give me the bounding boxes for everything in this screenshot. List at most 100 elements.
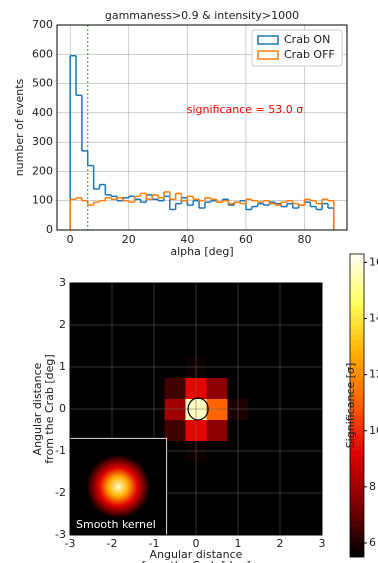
colorbar-step	[350, 253, 364, 260]
colorbar-step	[350, 374, 364, 381]
colorbar-tick-label: 10	[369, 424, 378, 437]
heat-cell	[290, 293, 312, 315]
colorbar-step	[350, 531, 364, 538]
colorbar-step	[350, 390, 364, 396]
heat-cell	[164, 503, 186, 525]
colorbar-step	[350, 284, 364, 290]
heat-cell	[290, 283, 312, 294]
legend-label: Crab ON	[284, 33, 330, 46]
colorbar-step	[350, 445, 364, 452]
x-tick-label: 0	[67, 233, 74, 246]
heat-cell	[248, 293, 270, 315]
colorbar-step	[350, 405, 364, 411]
heat-cell	[80, 419, 102, 441]
heat-cell	[206, 283, 228, 294]
annotation: significance = 53.0 σ	[187, 103, 304, 116]
y-tick-label: 1	[59, 360, 66, 373]
colorbar-step	[350, 506, 364, 512]
x-tick-label: 3	[319, 537, 326, 550]
colorbar-step	[350, 440, 364, 447]
heat-cell	[206, 293, 228, 315]
colorbar-step	[350, 344, 364, 351]
colorbar-step	[350, 496, 364, 502]
heat-cell	[70, 293, 81, 315]
colorbar-step	[350, 501, 364, 507]
inset-label: Smooth kernel	[76, 518, 156, 531]
heat-cell	[206, 461, 228, 483]
heat-cell	[122, 335, 144, 357]
legend-label: Crab OFF	[284, 48, 335, 61]
heat-cell	[80, 283, 102, 294]
heat-cell	[206, 503, 228, 525]
heat-cell	[206, 335, 228, 357]
y-tick-label: 400	[32, 106, 53, 119]
colorbar-step	[350, 258, 364, 265]
colorbar-step	[350, 359, 364, 366]
heat-cell	[248, 524, 270, 535]
colorbar-step	[350, 465, 364, 472]
colorbar-step	[350, 334, 364, 341]
colorbar-tick-label: 6	[369, 536, 376, 549]
colorbar-step	[350, 470, 364, 477]
colorbar-step	[350, 278, 364, 285]
heat-cell	[70, 377, 81, 399]
heat-cell	[311, 419, 322, 441]
colorbar-step	[350, 324, 364, 331]
colorbar-step	[350, 425, 364, 432]
colorbar-frame	[349, 253, 365, 558]
colorbar-step	[350, 385, 364, 391]
y-tick-label: -1	[55, 444, 66, 457]
colorbar-step	[350, 273, 364, 280]
legend-swatch	[257, 50, 279, 60]
colorbar-step	[350, 521, 364, 527]
colorbar-label: Significance [σ]	[344, 363, 357, 449]
heat-cell	[164, 419, 186, 441]
colorbar-step	[350, 450, 364, 457]
contour	[187, 397, 209, 421]
colorbar-step	[350, 349, 364, 356]
heat-cell	[290, 335, 312, 357]
x-tick-label: 20	[122, 233, 136, 246]
x-tick-label: 1	[235, 537, 242, 550]
x-tick-label: 40	[180, 233, 194, 246]
colorbar-step	[350, 455, 364, 462]
colorbar-step	[350, 369, 364, 376]
heat-cell	[311, 461, 322, 483]
colorbar-step	[350, 546, 364, 553]
colorbar-step	[350, 268, 364, 275]
frame	[56, 24, 348, 231]
y-axis-label: Angular distance	[31, 362, 44, 455]
heat-cell	[80, 377, 102, 399]
heat-cell	[248, 283, 270, 294]
colorbar-step	[350, 415, 364, 421]
colorbar-step	[350, 516, 364, 522]
heat-cell	[80, 335, 102, 357]
x-tick-label: -3	[65, 537, 76, 550]
x-tick-label: 0	[193, 537, 200, 550]
x-axis-label: from the Crab [deg]	[141, 559, 250, 563]
heat-cell	[290, 377, 312, 399]
y-tick-label: 100	[32, 194, 53, 207]
heat-cell	[248, 461, 270, 483]
colorbar-step	[350, 319, 364, 325]
colorbar-step	[350, 420, 364, 426]
y-tick-label: 0	[46, 223, 53, 236]
heat-cell	[70, 419, 81, 441]
y-tick-label: 600	[32, 47, 53, 60]
colorbar-step	[350, 354, 364, 361]
y-tick-label: 300	[32, 135, 53, 148]
heat-cell	[122, 283, 144, 294]
colorbar-step	[350, 263, 364, 270]
heat-cell	[290, 503, 312, 525]
heat-cell	[206, 524, 228, 535]
colorbar-step	[350, 329, 364, 336]
heat-cell	[164, 377, 186, 399]
colorbar-tick-label: 14	[369, 312, 378, 325]
colorbar-tick-label: 8	[369, 480, 376, 493]
colorbar-step	[350, 486, 364, 492]
legend-box	[251, 29, 343, 67]
x-tick-label: -2	[107, 537, 118, 550]
x-tick-label: -1	[149, 537, 160, 550]
heat-cell	[164, 335, 186, 357]
